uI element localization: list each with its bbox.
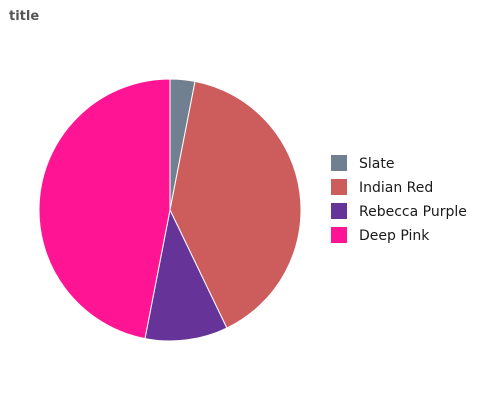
legend-swatch-rebecca-purple	[331, 203, 347, 219]
legend: Slate Indian Red Rebecca Purple Deep Pink	[331, 155, 467, 244]
chart-title: title	[9, 9, 40, 24]
pie-slice-indian-red	[169, 80, 302, 329]
legend-swatch-indian-red	[331, 179, 347, 195]
legend-swatch-slate	[331, 155, 347, 171]
pie-slice-deep-pink	[38, 78, 171, 340]
pie-slice-rebecca-purple	[144, 208, 228, 342]
pie-slices	[38, 78, 302, 342]
legend-label-indian-red: Indian Red	[359, 180, 433, 196]
legend-label-deep-pink: Deep Pink	[359, 228, 430, 244]
legend-swatch-deep-pink	[331, 227, 347, 243]
legend-label-rebecca-purple: Rebecca Purple	[359, 204, 467, 220]
legend-label-slate: Slate	[359, 156, 394, 172]
